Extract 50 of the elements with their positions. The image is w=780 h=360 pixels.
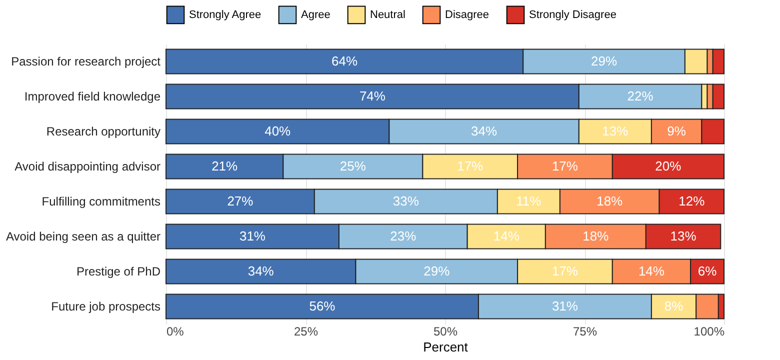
x-tick-label: 25% [294,324,318,338]
y-tick-label: Improved field knowledge [24,90,161,104]
x-axis-title: Percent [423,340,468,354]
data-label: 34% [248,264,274,278]
data-label: 31% [552,298,578,314]
data-label: 9% [667,124,686,138]
legend-label: Strongly Agree [189,8,262,21]
data-label: 27% [227,194,254,208]
y-tick-label: Prestige of PhD [76,264,161,278]
data-label: 20% [655,158,682,174]
data-label: 21% [212,158,238,174]
data-label: 29% [591,54,618,68]
data-label: 17% [552,158,578,174]
y-tick-label: Fulfilling commitments [42,194,160,208]
data-label: 22% [627,88,654,104]
x-tick-label: 50% [433,324,458,338]
data-label: 18% [582,228,610,244]
legend-label: Agree [301,8,330,21]
data-label: 12% [678,194,706,208]
y-tick-label: Avoid disappointing advisor [14,160,161,174]
data-label: 56% [309,298,336,314]
data-label: 23% [390,228,417,244]
data-label: 34% [471,124,498,138]
x-tick-label: 100% [694,324,725,338]
data-label: 17% [552,264,578,278]
data-label: 13% [602,124,629,138]
data-label: 29% [424,264,450,278]
data-label: 33% [392,194,420,208]
data-label: 14% [493,228,520,244]
data-label: 6% [698,264,718,278]
data-label: 64% [332,54,358,68]
data-label: 11% [516,194,542,208]
x-tick-label: 0% [166,324,184,338]
y-tick-label: Future job prospects [51,300,160,314]
data-label: 31% [239,228,266,244]
legend-label: Strongly Disagree [529,8,616,21]
data-label: 17% [457,158,484,174]
legend-label: Disagree [445,8,490,21]
y-tick-label: Avoid being seen as a quitter [6,230,160,244]
data-label: 14% [638,264,665,278]
legend-label: Neutral [370,8,406,21]
data-label: 25% [340,158,366,174]
y-tick-label: Passion for research project [11,54,162,68]
data-label: 40% [264,124,292,138]
data-label: 18% [596,194,624,208]
y-tick-label: Research opportunity [46,124,160,138]
data-label: 74% [359,88,386,104]
x-tick-label: 75% [572,324,598,338]
data-label: 13% [670,228,697,244]
data-label: 8% [664,298,684,314]
